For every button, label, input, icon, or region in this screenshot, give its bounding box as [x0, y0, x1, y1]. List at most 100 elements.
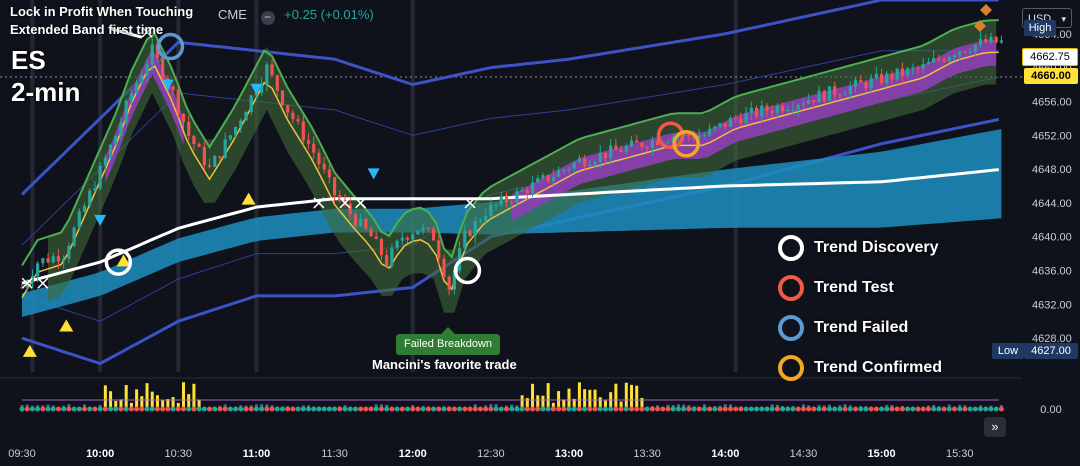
- candle: [161, 55, 165, 82]
- favorite-trade-label: Mancini's favorite trade: [372, 357, 517, 372]
- candle-body: [708, 128, 712, 136]
- session-separator: [176, 0, 181, 372]
- up-triangle-icon: [116, 254, 131, 267]
- candle-body: [702, 135, 707, 137]
- candle: [119, 117, 123, 141]
- candle: [46, 253, 50, 264]
- indicator-bar: [572, 398, 576, 409]
- legend-label: Trend Discovery: [814, 239, 939, 256]
- circle-icon: [778, 315, 804, 341]
- candle-body: [72, 227, 76, 247]
- indicator-dot: [952, 406, 958, 412]
- candle-body: [546, 175, 550, 182]
- candle: [426, 227, 430, 232]
- indicator-bar: [598, 397, 602, 409]
- indicator-dot: [347, 406, 353, 412]
- candle: [942, 56, 946, 64]
- time-tick-label: 14:30: [790, 448, 818, 460]
- indicator-dot: [108, 406, 114, 412]
- indicator-dot: [873, 406, 879, 412]
- candle: [749, 101, 753, 120]
- candle: [947, 55, 951, 63]
- candle-body: [551, 176, 555, 182]
- candle: [260, 78, 264, 97]
- candle: [322, 156, 326, 174]
- candle-body: [874, 73, 878, 79]
- candle: [822, 89, 826, 104]
- candle-body: [447, 276, 451, 290]
- indicator-dot: [165, 406, 171, 412]
- candle: [51, 252, 55, 264]
- candle-body: [286, 104, 290, 113]
- indicator-dot: [207, 406, 213, 412]
- candle: [301, 114, 305, 146]
- candle-body: [62, 258, 66, 262]
- indicator-dot: [160, 406, 166, 412]
- candle: [577, 154, 582, 164]
- price-tick-label: 4640.00: [1032, 232, 1072, 244]
- candle-body: [697, 135, 701, 139]
- candle: [265, 61, 269, 92]
- candle-body: [536, 178, 540, 183]
- indicator-bar: [129, 402, 133, 409]
- candle-body: [280, 90, 285, 105]
- indicator-dot: [19, 406, 25, 412]
- candle: [754, 105, 759, 120]
- candle: [463, 224, 467, 252]
- candle-body: [369, 228, 373, 237]
- candle-body: [723, 123, 727, 127]
- circle-icon: [778, 355, 804, 381]
- candle: [353, 211, 358, 230]
- candle-body: [260, 84, 264, 93]
- indicator-dot: [113, 406, 119, 412]
- candle: [666, 139, 670, 144]
- indicator-bar: [630, 384, 634, 409]
- candle: [176, 87, 180, 119]
- candle: [473, 216, 477, 244]
- indicator-dot: [274, 406, 280, 412]
- indicator-dot: [368, 406, 374, 412]
- indicator-dot: [931, 406, 937, 412]
- vwap-line: [21, 168, 999, 285]
- candle: [187, 115, 191, 141]
- indicator-dot: [879, 406, 885, 412]
- indicator-dot: [988, 406, 994, 412]
- indicator-dot: [358, 406, 364, 412]
- fast-forward-icon[interactable]: »: [984, 417, 1006, 437]
- indicator-bar: [603, 400, 607, 409]
- candle-body: [629, 140, 634, 147]
- indicator-dot: [816, 406, 822, 412]
- candle-body: [494, 204, 498, 206]
- legend-item-trend-confirmed: Trend Confirmed: [778, 348, 942, 388]
- indicator-dot: [326, 406, 332, 412]
- candle: [801, 98, 806, 110]
- candle: [562, 168, 566, 175]
- candle: [921, 57, 925, 74]
- indicator-dot: [399, 406, 405, 412]
- indicator-dot: [832, 406, 838, 412]
- indicator-bar: [181, 382, 185, 409]
- indicator-dot: [592, 406, 598, 412]
- candle: [213, 154, 217, 168]
- indicator-dot: [665, 406, 671, 412]
- candle: [67, 242, 71, 263]
- indicator-dot: [446, 406, 452, 412]
- indicator-value: 0.00: [1040, 404, 1062, 416]
- candle-body: [108, 145, 113, 158]
- candle: [885, 70, 889, 87]
- candle: [129, 89, 134, 108]
- indicator-pane: [19, 382, 1004, 412]
- candle-body: [390, 248, 394, 266]
- candle: [223, 132, 227, 159]
- candle-body: [942, 59, 946, 62]
- time-tick-label: 10:30: [165, 448, 193, 460]
- indicator-dot: [795, 406, 801, 412]
- collapse-icon[interactable]: −: [260, 11, 275, 25]
- candle: [963, 50, 967, 54]
- candle-body: [843, 94, 847, 96]
- candle-body: [265, 64, 269, 85]
- candle: [619, 145, 623, 153]
- candle-body: [484, 215, 488, 221]
- candle-body: [155, 44, 160, 58]
